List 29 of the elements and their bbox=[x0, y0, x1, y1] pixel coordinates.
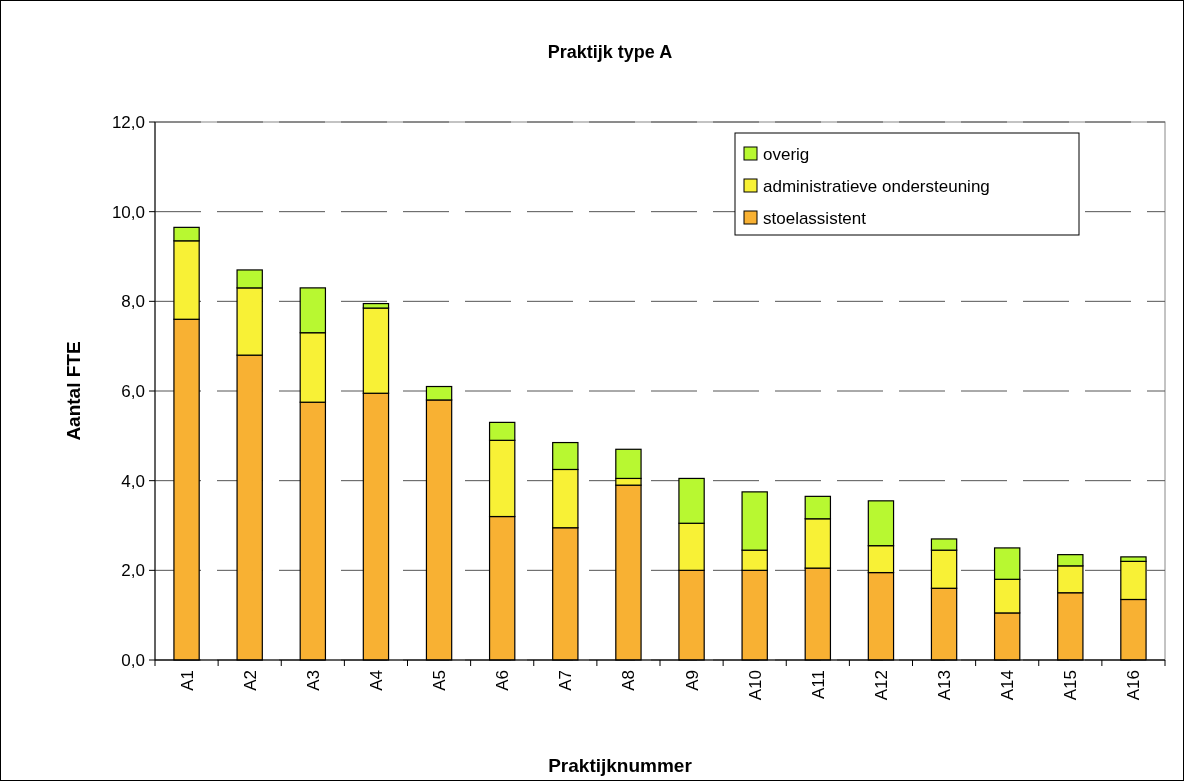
y-tick-label: 6,0 bbox=[121, 381, 145, 401]
x-tick-label: A15 bbox=[1061, 670, 1081, 701]
x-tick-label: A2 bbox=[240, 670, 260, 691]
chart-title: Praktijk type A bbox=[547, 42, 673, 62]
y-tick-label: 4,0 bbox=[121, 471, 145, 491]
x-tick-label: A5 bbox=[430, 670, 450, 691]
y-axis-title: Aantal FTE bbox=[63, 341, 84, 441]
legend-label: overig bbox=[763, 144, 810, 164]
x-tick-label: A10 bbox=[745, 670, 765, 701]
x-tick-label: A14 bbox=[998, 670, 1018, 701]
x-tick-label: A7 bbox=[556, 670, 576, 691]
x-tick-label: A9 bbox=[682, 670, 702, 691]
x-tick-label: A4 bbox=[366, 670, 386, 691]
x-tick-label: A3 bbox=[303, 670, 323, 691]
y-tick-label: 10,0 bbox=[111, 202, 145, 222]
legend-label: administratieve ondersteuning bbox=[763, 176, 990, 196]
x-tick-label: A6 bbox=[493, 670, 513, 691]
x-tick-label: A12 bbox=[871, 670, 891, 701]
x-tick-label: A16 bbox=[1124, 670, 1144, 701]
x-tick-label: A1 bbox=[177, 670, 197, 691]
y-tick-label: 0,0 bbox=[121, 650, 145, 670]
y-tick-label: 2,0 bbox=[121, 561, 145, 581]
y-tick-label: 12,0 bbox=[111, 112, 145, 132]
y-tick-label: 8,0 bbox=[121, 292, 145, 312]
x-axis-title: Praktijknummer bbox=[548, 755, 693, 776]
x-tick-label: A8 bbox=[619, 670, 639, 691]
legend-label: stoelassistent bbox=[763, 208, 867, 228]
x-tick-label: A11 bbox=[808, 670, 828, 699]
x-tick-label: A13 bbox=[935, 670, 955, 701]
